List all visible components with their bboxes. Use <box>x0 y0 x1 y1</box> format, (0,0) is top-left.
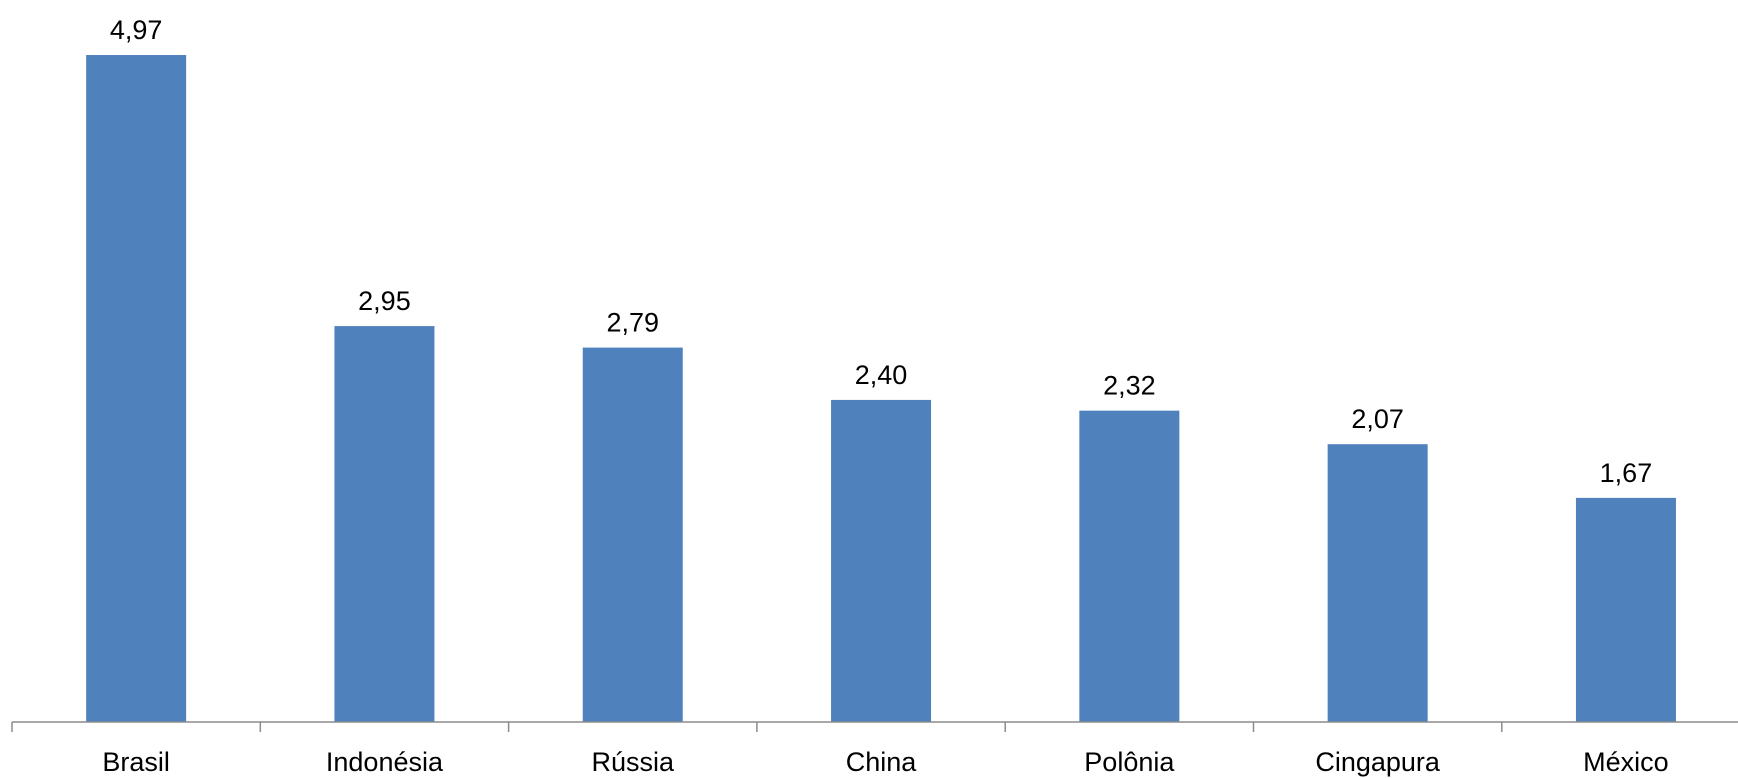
value-label: 1,67 <box>1600 458 1653 488</box>
value-label: 2,07 <box>1351 404 1404 434</box>
bar-china <box>831 399 932 722</box>
bar-méxico <box>1575 497 1676 722</box>
value-label: 2,79 <box>606 308 659 338</box>
category-label: Brasil <box>102 747 170 777</box>
value-label: 2,40 <box>855 360 908 390</box>
bar-rússia <box>582 347 683 722</box>
category-label: China <box>846 747 918 777</box>
x-axis-ticks <box>11 722 1503 732</box>
value-label: 2,95 <box>358 286 411 316</box>
category-label: México <box>1583 747 1669 777</box>
value-label: 2,32 <box>1103 371 1156 401</box>
bar-brasil <box>86 55 187 722</box>
category-label: Cingapura <box>1315 747 1441 777</box>
category-label: Rússia <box>591 747 675 777</box>
bars-group <box>86 55 1676 722</box>
category-labels-group: Brasil Indonésia Rússia China Polônia Cingapu… <box>102 747 1668 777</box>
bar-cingapura <box>1327 444 1428 722</box>
value-label: 4,97 <box>110 15 163 45</box>
category-label: Polônia <box>1084 747 1175 777</box>
bar-polônia <box>1079 410 1180 722</box>
value-labels-group: 4,97 2,95 2,79 2,40 2,32 2,07 1,67 <box>110 15 1652 488</box>
bar-indonésia <box>334 326 435 722</box>
category-label: Indonésia <box>326 747 444 777</box>
